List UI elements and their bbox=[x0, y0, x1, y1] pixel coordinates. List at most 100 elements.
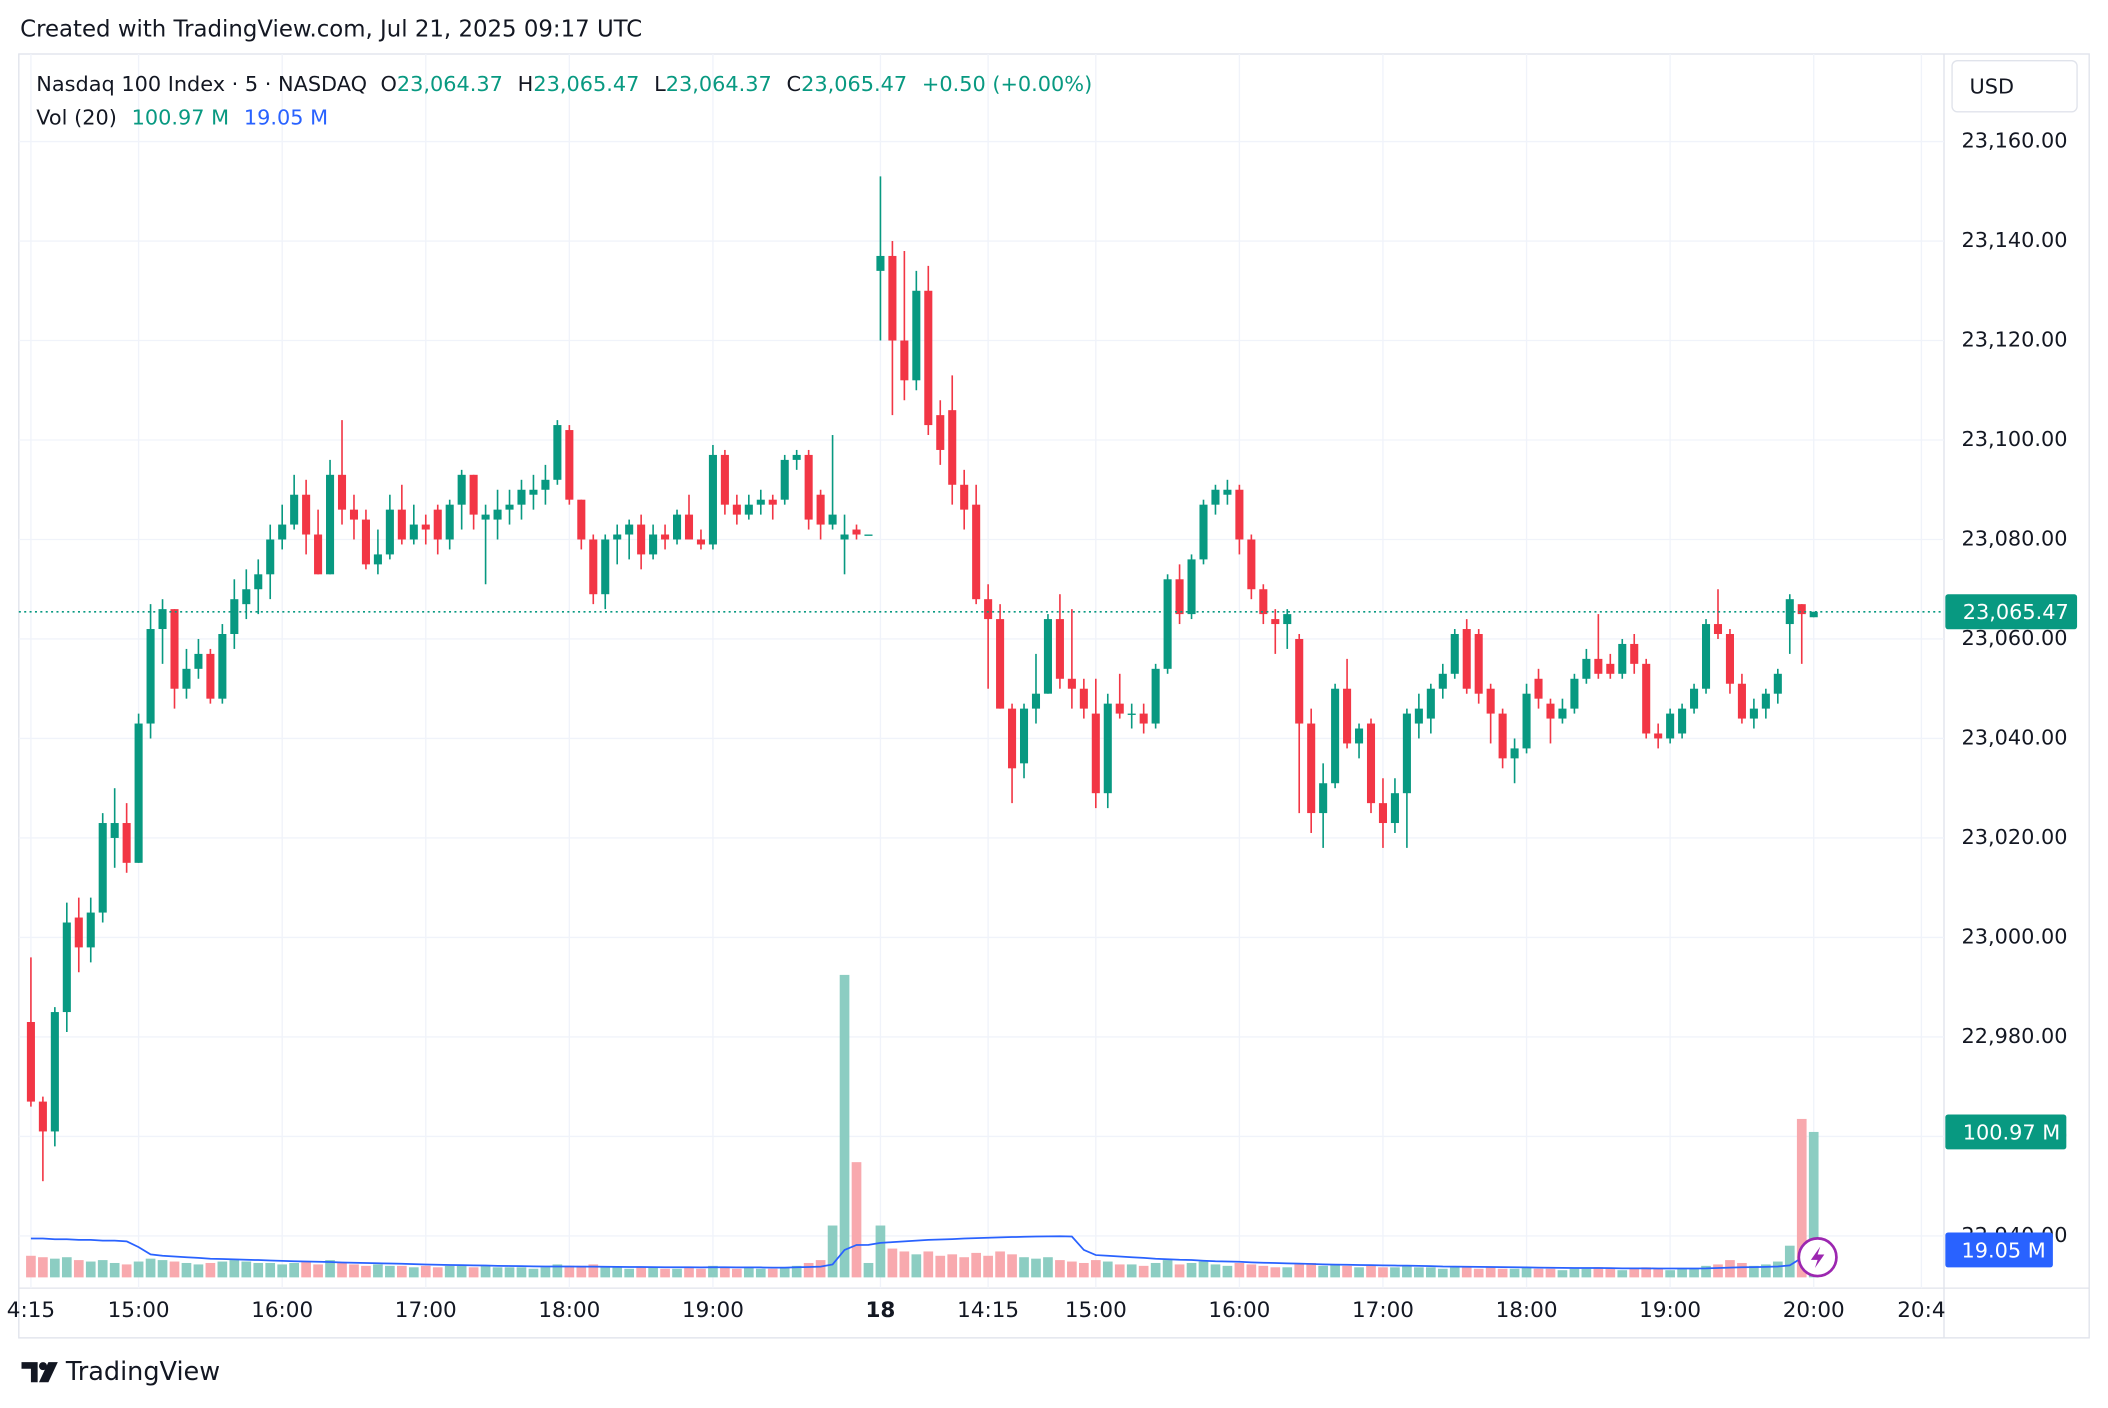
volume-bar bbox=[1031, 1258, 1041, 1278]
candle-body bbox=[218, 634, 227, 699]
volume-bar bbox=[1653, 1268, 1664, 1278]
candle-body bbox=[1271, 619, 1280, 625]
candle-body bbox=[493, 509, 502, 520]
legend-key: H bbox=[518, 72, 534, 96]
volume-bar bbox=[1043, 1257, 1053, 1278]
volume-bar bbox=[1354, 1267, 1364, 1278]
volume-bar bbox=[1126, 1264, 1137, 1278]
currency-label: USD bbox=[1970, 75, 2015, 99]
candle-body bbox=[972, 504, 981, 600]
candle-body bbox=[1558, 708, 1567, 719]
candle-body bbox=[122, 823, 131, 863]
x-tick-label: 16:00 bbox=[1208, 1298, 1270, 1323]
volume-bar bbox=[1378, 1267, 1388, 1278]
candle-body bbox=[1462, 629, 1471, 689]
candle-body bbox=[756, 499, 765, 505]
candle-body bbox=[1223, 489, 1232, 495]
volume-bar bbox=[803, 1262, 814, 1278]
volume-bar bbox=[193, 1264, 204, 1278]
x-tick-label: 17:00 bbox=[1352, 1298, 1414, 1323]
candle-body bbox=[1713, 624, 1723, 635]
volume-bar bbox=[588, 1264, 599, 1278]
candle-body bbox=[1139, 713, 1148, 724]
candle-body bbox=[601, 539, 610, 595]
volume-name: Vol (20) bbox=[36, 106, 117, 130]
volume-bar bbox=[181, 1262, 192, 1278]
candle-body bbox=[1570, 678, 1579, 709]
candle-body bbox=[409, 524, 418, 540]
candle-body bbox=[577, 499, 586, 540]
volume-bar bbox=[361, 1265, 371, 1278]
volume-bar bbox=[1079, 1262, 1089, 1278]
candle-body bbox=[385, 509, 394, 555]
volume-bar bbox=[612, 1267, 623, 1278]
candle-body bbox=[1402, 713, 1411, 794]
candle-body bbox=[445, 504, 454, 540]
candle-body bbox=[38, 1101, 47, 1132]
x-tick-label: 15:00 bbox=[108, 1298, 170, 1323]
volume-bar bbox=[1234, 1262, 1245, 1278]
last-price-label: 23,065.47 bbox=[1963, 600, 2069, 624]
volume-bar bbox=[385, 1265, 395, 1278]
lightning-icon[interactable] bbox=[1797, 1237, 1838, 1278]
volume-bar bbox=[660, 1268, 670, 1278]
volume-bar bbox=[755, 1268, 766, 1278]
y-tick-label: 23,060.00 bbox=[1961, 626, 2067, 650]
candle-body bbox=[1426, 688, 1435, 719]
volume-bar bbox=[1162, 1260, 1173, 1278]
candle-body bbox=[230, 599, 239, 635]
volume-bar bbox=[325, 1260, 335, 1278]
candle-body bbox=[433, 509, 442, 540]
candle-body bbox=[1307, 723, 1316, 814]
candle-body bbox=[1678, 708, 1687, 734]
legend-value: 23,065.47 bbox=[533, 72, 639, 96]
volume-bar bbox=[1581, 1268, 1592, 1278]
volume-bar bbox=[1306, 1262, 1317, 1278]
volume-bar bbox=[636, 1267, 646, 1278]
candle-body bbox=[924, 290, 933, 426]
candle-body bbox=[1438, 673, 1447, 689]
volume-bar bbox=[241, 1261, 252, 1278]
currency-button[interactable] bbox=[1951, 60, 2078, 113]
volume-bar bbox=[253, 1262, 264, 1278]
volume-bar bbox=[85, 1261, 96, 1278]
legend-change: +0.50 (+0.00%) bbox=[922, 72, 1092, 96]
candle-body bbox=[912, 290, 921, 381]
candle-body bbox=[278, 524, 287, 540]
volume-bar bbox=[1318, 1265, 1328, 1278]
candle-body bbox=[1295, 638, 1304, 724]
candle-body bbox=[1510, 748, 1519, 759]
volume-bar bbox=[1019, 1257, 1029, 1278]
candle-body bbox=[1211, 489, 1220, 505]
volume-bar bbox=[396, 1265, 407, 1278]
volume-bar bbox=[1402, 1265, 1412, 1278]
candle-body bbox=[1737, 683, 1746, 719]
legend-key: O bbox=[380, 72, 396, 96]
volume-ma-tag-label: 19.05 M bbox=[1961, 1238, 2045, 1262]
candle-body bbox=[1079, 688, 1088, 709]
candle-body bbox=[1199, 504, 1208, 560]
y-tick-label: 23,140.00 bbox=[1961, 228, 2067, 252]
volume-ma-line bbox=[30, 1235, 1815, 1270]
volume-bar bbox=[600, 1267, 611, 1278]
volume-bar bbox=[552, 1264, 563, 1278]
volume-bar bbox=[1533, 1268, 1544, 1278]
candle-body bbox=[720, 454, 729, 505]
candle-body bbox=[792, 454, 801, 460]
volume-bar bbox=[38, 1257, 48, 1278]
volume-bar bbox=[1689, 1268, 1699, 1278]
candle-body bbox=[1067, 678, 1076, 689]
candle-body bbox=[984, 599, 993, 620]
candle-body bbox=[206, 653, 215, 699]
candle-body bbox=[876, 255, 885, 271]
volume-bar bbox=[492, 1267, 503, 1278]
volume-bar bbox=[1509, 1268, 1520, 1278]
candle-body bbox=[637, 524, 646, 555]
volume-bar bbox=[205, 1262, 216, 1278]
legend-value: 23,065.47 bbox=[801, 72, 907, 96]
candle-body bbox=[26, 1022, 35, 1102]
volume-bar bbox=[1425, 1267, 1436, 1278]
volume-bar bbox=[791, 1265, 802, 1278]
volume-bar bbox=[1258, 1265, 1269, 1278]
